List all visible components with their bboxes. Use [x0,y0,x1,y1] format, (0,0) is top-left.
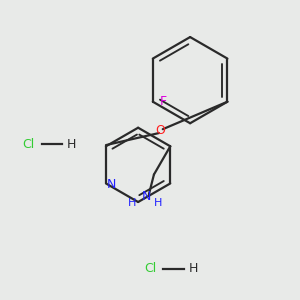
Text: N: N [142,190,151,203]
Text: H: H [188,262,198,275]
Text: N: N [106,178,116,191]
Text: H: H [67,138,76,151]
Text: F: F [159,95,167,108]
Text: O: O [155,124,165,137]
Text: H: H [128,198,136,208]
Text: Cl: Cl [22,138,34,151]
Text: Cl: Cl [144,262,156,275]
Text: H: H [154,198,163,208]
